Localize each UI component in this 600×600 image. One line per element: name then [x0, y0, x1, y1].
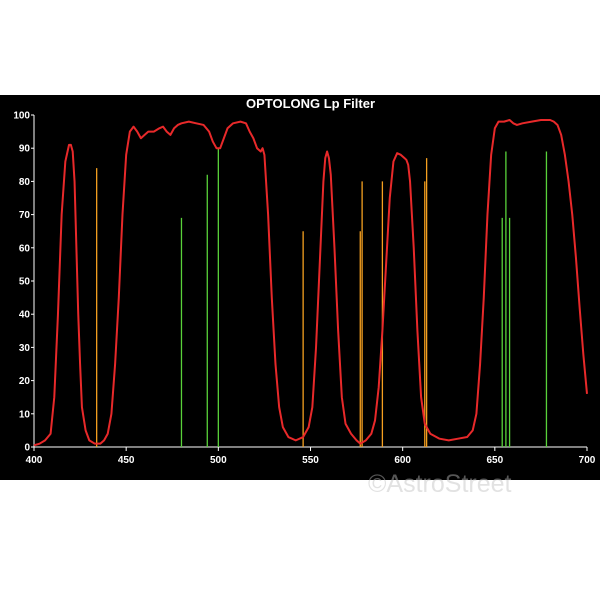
x-tick-label: 600	[394, 455, 411, 466]
y-tick-label: 90	[19, 144, 31, 155]
watermark-text: ©AstroStreet	[368, 470, 512, 498]
y-tick-label: 50	[19, 277, 31, 288]
x-tick-label: 550	[302, 455, 319, 466]
filter-chart: OPTOLONG Lp Filter 0 10 20 30 40 50 60 70 80 90 10…	[13, 96, 595, 467]
y-tick-label: 60	[19, 243, 31, 254]
transmission-curve	[33, 118, 588, 447]
transmission-curve-layer	[33, 118, 588, 447]
y-tick-label: 30	[19, 343, 31, 354]
y-tick-label: 40	[19, 310, 31, 321]
y-tick-label: 100	[13, 111, 30, 122]
y-tick-label: 80	[19, 177, 31, 188]
y-tick-label: 70	[19, 210, 31, 221]
chart-panel: OPTOLONG Lp Filter 0 10 20 30 40 50 60 70 80 90 10…	[0, 95, 600, 480]
x-tick-label: 500	[210, 455, 227, 466]
y-tick-label: 10	[19, 409, 31, 420]
x-tick-label: 400	[26, 455, 43, 466]
x-tick-label: 450	[118, 455, 135, 466]
axes: 0 10 20 30 40 50 60 70 80 90 100 400 450 500 550 600 650…	[13, 111, 595, 467]
x-tick-label: 650	[486, 455, 503, 466]
x-tick-label: 700	[579, 455, 596, 466]
y-tick-label: 20	[19, 376, 31, 387]
chart-title: OPTOLONG Lp Filter	[246, 96, 375, 111]
y-tick-label: 0	[24, 443, 30, 454]
emission-lines	[96, 148, 548, 447]
